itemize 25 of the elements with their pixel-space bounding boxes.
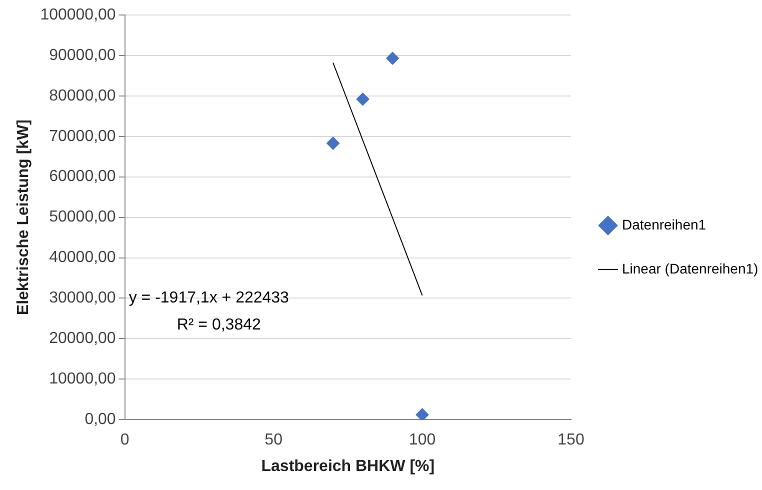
x-tick-label: 100 bbox=[408, 432, 436, 449]
x-tick-label: 0 bbox=[120, 432, 130, 449]
annotation: R² = 0,3842 bbox=[176, 316, 261, 334]
y-tick-label: 10000,00 bbox=[49, 370, 116, 388]
x-tick-label: 50 bbox=[264, 432, 283, 449]
legend-label: Linear (Datenreihen1) bbox=[622, 260, 758, 276]
y-tick-label: 0,00 bbox=[84, 411, 116, 428]
point bbox=[356, 92, 370, 106]
y-tick-label: 50000,00 bbox=[49, 208, 116, 226]
x-axis-title: Lastbereich BHKW [%] bbox=[261, 458, 435, 475]
y-axis-title: Elektrische Leistung [kW] bbox=[15, 120, 32, 316]
annotation: y = -1917,1x + 222433 bbox=[128, 290, 290, 307]
y-tick-label: 100000,00 bbox=[40, 6, 116, 24]
point bbox=[416, 408, 429, 420]
y-tick-label: 90000,00 bbox=[49, 46, 116, 64]
y-tick-label: 60000,00 bbox=[49, 168, 116, 186]
legend-label: Datenreihen1 bbox=[622, 216, 706, 232]
y-tick-label: 70000,00 bbox=[49, 128, 116, 145]
y-tick-label: 40000,00 bbox=[49, 249, 116, 266]
x-tick-label: 150 bbox=[558, 432, 584, 449]
point bbox=[386, 52, 400, 65]
point bbox=[326, 136, 340, 150]
y-tick-label: 80000,00 bbox=[49, 87, 116, 104]
y-tick-label: 30000,00 bbox=[49, 290, 116, 307]
y-tick-label: 20000,00 bbox=[49, 330, 116, 348]
